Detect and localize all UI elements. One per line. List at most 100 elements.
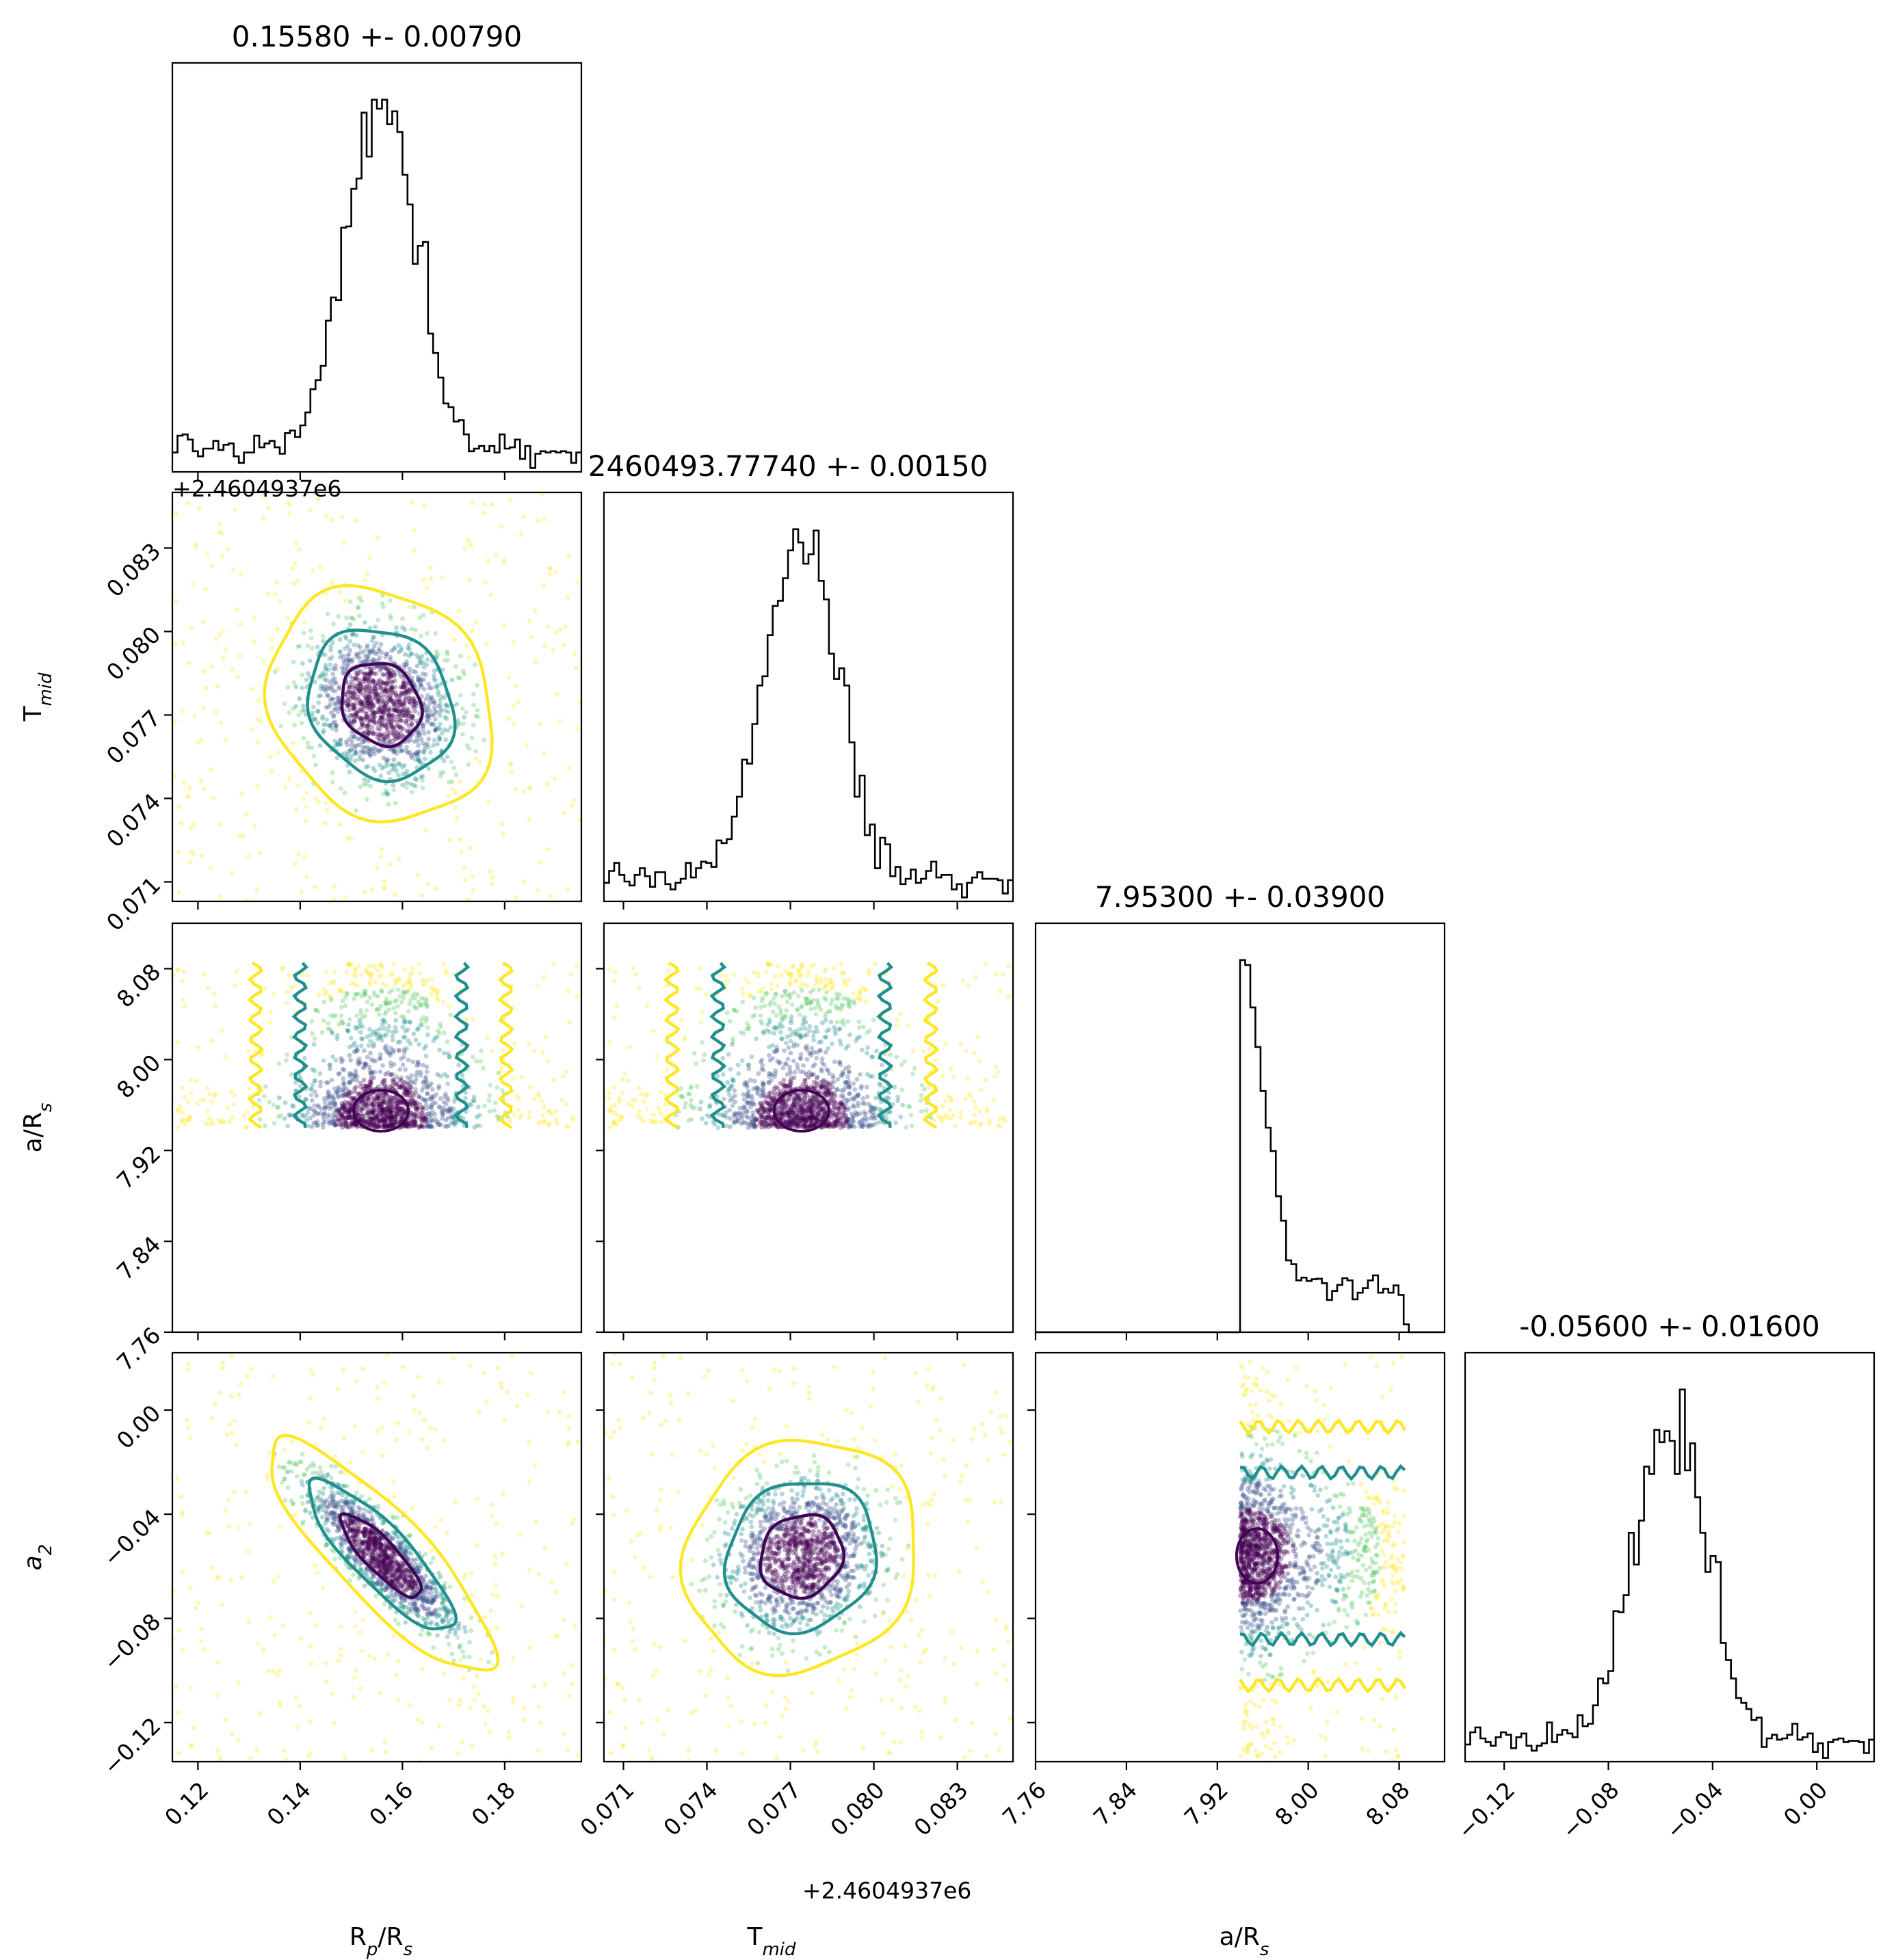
scatter-point [412,1100,417,1106]
scatter-point [561,1074,566,1079]
scatter-point [773,1121,778,1126]
scatter-point [343,895,347,900]
scatter-point [394,625,399,631]
scatter-point [862,1101,867,1107]
scatter-point [774,1085,778,1089]
scatter-point [444,971,449,977]
scatter-point [365,705,369,711]
scatter-point [780,1110,785,1115]
scatter-point [321,673,326,678]
scatter-point [785,1034,790,1039]
scatter-point [347,599,353,605]
scatter-point [858,1111,863,1116]
scatter-point [376,1094,381,1099]
scatter-point [361,781,367,786]
scatter-point [410,1059,416,1065]
scatter-point [791,1100,797,1106]
scatter-point [374,1114,380,1120]
scatter-point [791,1102,795,1108]
scatter-point [766,1109,772,1115]
scatter-point [780,1017,785,1022]
scatter-point [437,1105,443,1110]
scatter-point [420,1022,425,1027]
scatter-point [373,721,378,726]
scatter-point [345,1108,350,1113]
scatter-point [341,1093,345,1098]
scatter-point [346,1110,352,1115]
scatter-point [864,988,869,993]
scatter-point [207,1115,212,1121]
scatter-point [352,683,357,688]
scatter-point [386,667,391,672]
scatter-point [406,689,412,694]
scatter-point [380,1548,384,1553]
scatter-point [473,620,479,624]
scatter-point [315,496,321,502]
scatter-point [843,1101,849,1107]
scatter-point [823,976,828,981]
scatter-point [378,1052,383,1057]
scatter-point [931,1117,936,1123]
scatter-point [768,1000,774,1005]
scatter-point [731,1007,737,1013]
scatter-point [808,1110,813,1115]
scatter-point [397,1097,402,1102]
scatter-point [403,990,408,995]
scatter-point [689,1105,695,1110]
scatter-point [335,1108,341,1113]
scatter-point [811,1102,817,1108]
scatter-point [984,1107,990,1111]
scatter-point [379,650,384,655]
scatter-point [747,1122,752,1128]
scatter-point [802,1033,808,1038]
scatter-point [368,1110,373,1115]
scatter-point [250,686,255,691]
scatter-point [768,1122,773,1126]
scatter-point [395,1106,400,1111]
scatter-point [799,972,804,978]
scatter-point [943,1098,948,1104]
scatter-point [365,1095,370,1100]
scatter-point [354,968,358,973]
scatter-point [788,1050,793,1056]
scatter-point [626,1101,631,1107]
scatter-point [369,1515,375,1520]
scatter-point [804,1044,810,1049]
scatter-point [815,1116,819,1122]
scatter-point [824,967,828,972]
scatter-point [348,1103,354,1109]
scatter-point [416,756,421,762]
scatter-point [409,789,414,795]
scatter-point [776,1091,781,1096]
scatter-point [754,1085,759,1091]
scatter-point [819,1083,824,1088]
scatter-point [409,755,414,760]
scatter-point [809,1104,814,1109]
scatter-point [384,1044,389,1049]
scatter-point [366,778,371,784]
scatter-point [766,1115,772,1120]
scatter-point [336,742,341,747]
scatter-point [425,1084,430,1089]
scatter-panel-tmid-ars [604,961,1012,1130]
scatter-point [367,730,372,736]
scatter-point [388,697,393,702]
scatter-point [371,1104,377,1110]
scatter-point [430,712,435,717]
scatter-point [384,1009,389,1014]
scatter-point [363,672,367,677]
scatter-point [399,648,404,653]
scatter-point [367,1119,372,1124]
scatter-point [354,654,359,659]
scatter-point [432,700,437,706]
scatter-point [811,1033,816,1039]
scatter-point [869,1105,874,1110]
scatter-point [785,971,791,976]
scatter-point [791,1121,797,1126]
scatter-point [761,1082,766,1087]
scatter-point [369,887,374,892]
scatter-point [832,1024,837,1030]
scatter-point [766,1100,771,1105]
scatter-point [865,1072,870,1077]
scatter-point [750,1113,755,1119]
